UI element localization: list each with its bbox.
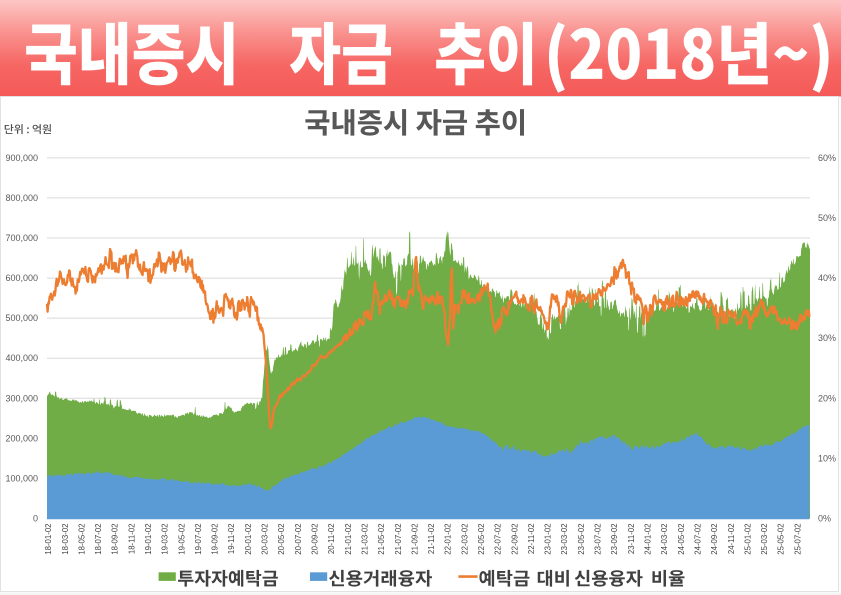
svg-text:18-09-02: 18-09-02: [111, 524, 120, 555]
svg-text:50%: 50%: [818, 213, 836, 223]
svg-text:19-05-02: 19-05-02: [177, 524, 186, 555]
svg-text:23-03-02: 23-03-02: [560, 524, 569, 555]
svg-text:23-09-02: 23-09-02: [610, 524, 619, 555]
svg-text:18-07-02: 18-07-02: [94, 524, 103, 555]
svg-text:23-01-02: 23-01-02: [544, 524, 553, 555]
svg-text:21-09-02: 21-09-02: [410, 524, 419, 555]
svg-text:23-07-02: 23-07-02: [594, 524, 603, 555]
svg-text:24-09-02: 24-09-02: [710, 524, 719, 555]
svg-text:20%: 20%: [818, 393, 836, 403]
svg-text:23-05-02: 23-05-02: [577, 524, 586, 555]
svg-text:20-11-02: 20-11-02: [327, 524, 336, 555]
svg-text:18-11-02: 18-11-02: [127, 524, 136, 555]
svg-text:20-05-02: 20-05-02: [277, 524, 286, 555]
svg-text:400,000: 400,000: [5, 353, 38, 363]
svg-text:21-03-02: 21-03-02: [360, 524, 369, 555]
svg-text:100,000: 100,000: [5, 473, 38, 483]
svg-text:25-03-02: 25-03-02: [760, 524, 769, 555]
svg-text:22-09-02: 22-09-02: [510, 524, 519, 555]
svg-text:21-07-02: 21-07-02: [394, 524, 403, 555]
svg-text:19-03-02: 19-03-02: [161, 524, 170, 555]
svg-text:18-01-02: 18-01-02: [44, 524, 53, 555]
svg-text:20-07-02: 20-07-02: [294, 524, 303, 555]
svg-text:60%: 60%: [818, 153, 836, 163]
svg-text:600,000: 600,000: [5, 273, 38, 283]
svg-text:22-07-02: 22-07-02: [494, 524, 503, 555]
svg-text:22-03-02: 22-03-02: [460, 524, 469, 555]
svg-text:24-11-02: 24-11-02: [727, 524, 736, 555]
svg-text:19-07-02: 19-07-02: [194, 524, 203, 555]
svg-text:0%: 0%: [818, 514, 831, 524]
svg-text:22-11-02: 22-11-02: [527, 524, 536, 555]
svg-text:18-03-02: 18-03-02: [61, 524, 70, 555]
svg-text:500,000: 500,000: [5, 313, 38, 323]
svg-text:10%: 10%: [818, 453, 836, 463]
svg-text:30%: 30%: [818, 333, 836, 343]
svg-text:800,000: 800,000: [5, 193, 38, 203]
svg-text:18-05-02: 18-05-02: [77, 524, 86, 555]
svg-text:200,000: 200,000: [5, 433, 38, 443]
svg-text:24-01-02: 24-01-02: [644, 524, 653, 555]
svg-text:25-01-02: 25-01-02: [743, 524, 752, 555]
svg-text:300,000: 300,000: [5, 393, 38, 403]
svg-text:24-03-02: 24-03-02: [660, 524, 669, 555]
svg-text:24-07-02: 24-07-02: [693, 524, 702, 555]
svg-text:25-07-02: 25-07-02: [793, 524, 802, 555]
svg-text:19-01-02: 19-01-02: [144, 524, 153, 555]
svg-text:900,000: 900,000: [5, 153, 38, 163]
svg-text:20-01-02: 20-01-02: [244, 524, 253, 555]
svg-text:700,000: 700,000: [5, 233, 38, 243]
svg-text:22-01-02: 22-01-02: [444, 524, 453, 555]
svg-text:21-01-02: 21-01-02: [344, 524, 353, 555]
svg-text:20-03-02: 20-03-02: [261, 524, 270, 555]
svg-text:0: 0: [33, 514, 38, 524]
svg-text:20-09-02: 20-09-02: [311, 524, 320, 555]
svg-text:25-05-02: 25-05-02: [777, 524, 786, 555]
svg-text:40%: 40%: [818, 273, 836, 283]
svg-text:22-05-02: 22-05-02: [477, 524, 486, 555]
svg-text:19-09-02: 19-09-02: [211, 524, 220, 555]
svg-text:19-11-02: 19-11-02: [227, 524, 236, 555]
svg-text:21-05-02: 21-05-02: [377, 524, 386, 555]
svg-text:24-05-02: 24-05-02: [677, 524, 686, 555]
svg-text:21-11-02: 21-11-02: [427, 524, 436, 555]
svg-text:23-11-02: 23-11-02: [627, 524, 636, 555]
